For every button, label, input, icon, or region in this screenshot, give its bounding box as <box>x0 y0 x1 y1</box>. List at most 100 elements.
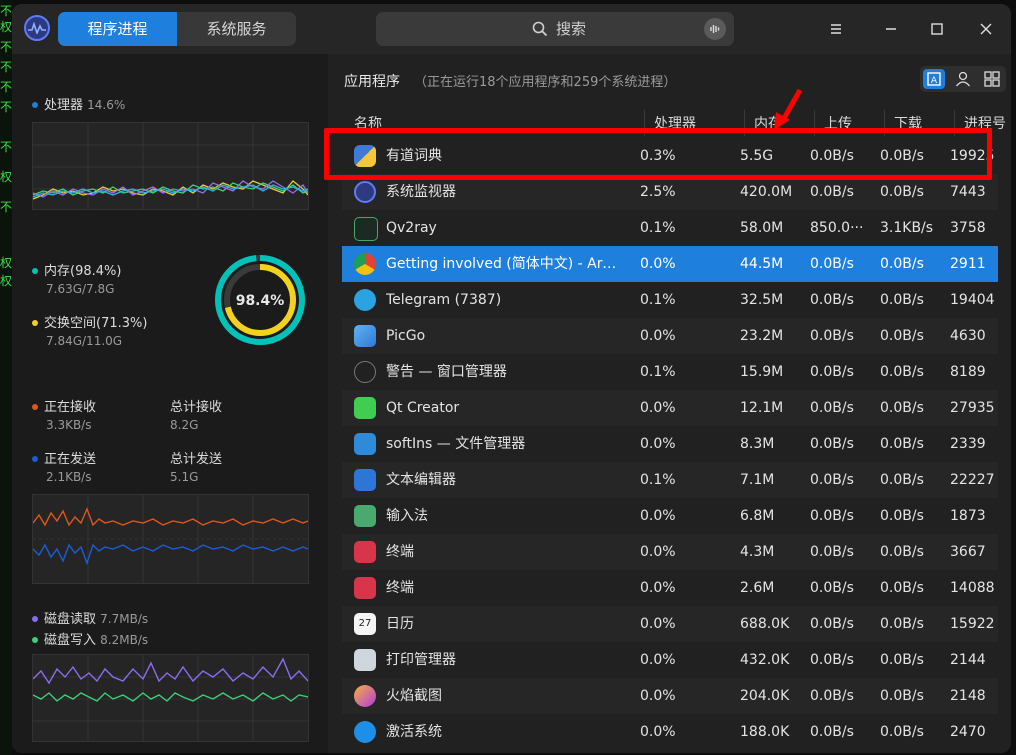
table-row[interactable]: 终端 0.0% 4.3M 0.0B/s 0.0B/s 3667 <box>342 534 998 570</box>
system-monitor-icon <box>354 181 376 203</box>
process-upload: 0.0B/s <box>810 472 854 488</box>
process-memory: 688.0K <box>740 616 790 632</box>
table-row[interactable]: 警告 — 窗口管理器 0.1% 15.9M 0.0B/s 0.0B/s 8189 <box>342 354 998 390</box>
network-graph <box>32 494 309 584</box>
process-name: 火焰截图 <box>386 688 442 704</box>
process-upload: 0.0B/s <box>810 184 854 200</box>
section-title: 应用程序 <box>344 74 400 90</box>
table-row[interactable]: softIns — 文件管理器 0.0% 8.3M 0.0B/s 0.0B/s 2339 <box>342 426 998 462</box>
process-cpu: 0.0% <box>640 400 676 416</box>
table-row[interactable]: Qt Creator 0.0% 12.1M 0.0B/s 0.0B/s 27935 <box>342 390 998 426</box>
process-upload: 0.0B/s <box>810 364 854 380</box>
process-name: 输入法 <box>386 508 428 524</box>
process-cpu: 0.1% <box>640 472 676 488</box>
process-upload: 0.0B/s <box>810 580 854 596</box>
disk-write-dot <box>32 636 38 643</box>
tab-processes[interactable]: 程序进程 <box>58 12 177 46</box>
tree-view-button[interactable] <box>981 69 1003 89</box>
process-cpu: 0.0% <box>640 724 676 740</box>
process-download: 0.0B/s <box>880 256 924 272</box>
process-pid: 1873 <box>950 508 986 524</box>
view-switcher: A <box>920 66 1006 92</box>
table-row[interactable]: 系统监视器 2.5% 420.0M 0.0B/s 0.0B/s 7443 <box>342 174 998 210</box>
process-pid: 3667 <box>950 544 986 560</box>
send-label: 正在发送 <box>32 448 96 467</box>
send-dot <box>32 455 38 462</box>
process-memory: 420.0M <box>740 184 793 200</box>
process-download: 0.0B/s <box>880 580 924 596</box>
process-download: 0.0B/s <box>880 328 924 344</box>
table-row[interactable]: 文本编辑器 0.1% 7.1M 0.0B/s 0.0B/s 22227 <box>342 462 998 498</box>
desktop-edge: 不权不 不不不 不权不 权权 <box>0 0 12 755</box>
process-upload: 0.0B/s <box>810 616 854 632</box>
process-cpu: 2.5% <box>640 184 676 200</box>
qt-creator-icon <box>354 397 376 419</box>
process-pid: 2470 <box>950 724 986 740</box>
minimize-button[interactable] <box>878 16 904 42</box>
process-panel: 应用程序 （正在运行18个应用程序和259个系统进程） A 名称 处理器 内存 … <box>328 54 1011 753</box>
process-pid: 22227 <box>950 472 995 488</box>
send-value: 2.1KB/s <box>46 470 92 484</box>
text-editor-icon <box>354 469 376 491</box>
table-row[interactable]: PicGo 0.0% 23.2M 0.0B/s 0.0B/s 4630 <box>342 318 998 354</box>
recv-dot <box>32 403 38 410</box>
table-row[interactable]: Getting involved (简体中文) - Arch··· 0.0% 44.… <box>342 246 998 282</box>
process-memory: 58.0M <box>740 220 784 236</box>
search-icon <box>532 21 548 37</box>
recv-label: 正在接收 <box>32 396 96 415</box>
voice-input-icon[interactable] <box>704 18 726 40</box>
memory-gauge-label: 98.4% <box>236 293 285 309</box>
table-row[interactable]: 火焰截图 0.0% 204.0K 0.0B/s 0.0B/s 2148 <box>342 678 998 714</box>
menu-icon <box>831 24 841 34</box>
app-view-icon: A <box>927 72 941 86</box>
table-row[interactable]: Telegram (7387) 0.1% 32.5M 0.0B/s 0.0B/s 1940… <box>342 282 998 318</box>
swap-detail: 7.84G/11.0G <box>46 334 123 348</box>
process-upload: 0.0B/s <box>810 508 854 524</box>
table-row[interactable]: 输入法 0.0% 6.8M 0.0B/s 0.0B/s 1873 <box>342 498 998 534</box>
swap-dot <box>32 319 38 326</box>
process-cpu: 0.0% <box>640 652 676 668</box>
total-recv-value: 8.2G <box>170 418 199 432</box>
maximize-button[interactable] <box>924 16 950 42</box>
close-button[interactable] <box>973 16 999 42</box>
terminal-icon <box>354 541 376 563</box>
process-download: 0.0B/s <box>880 544 924 560</box>
title-bar: 程序进程 系统服务 搜索 <box>12 4 1011 54</box>
process-cpu: 0.0% <box>640 688 676 704</box>
process-download: 3.1KB/s <box>880 220 934 236</box>
total-send-label: 总计发送 <box>170 452 223 467</box>
table-row[interactable]: 终端 0.0% 2.6M 0.0B/s 0.0B/s 14088 <box>342 570 998 606</box>
cpu-label: 处理器 14.6% <box>32 94 125 113</box>
user-icon <box>955 71 971 87</box>
table-row[interactable]: 激活系统 0.0% 188.0K 0.0B/s 0.0B/s 2470 <box>342 714 998 750</box>
process-cpu: 0.0% <box>640 508 676 524</box>
telegram-icon <box>354 289 376 311</box>
search-input[interactable]: 搜索 <box>376 12 734 46</box>
process-download: 0.0B/s <box>880 472 924 488</box>
file-manager-icon <box>354 433 376 455</box>
calendar-icon: 27 <box>354 613 376 635</box>
view-tabs: 程序进程 系统服务 <box>58 12 296 46</box>
table-row[interactable]: 打印管理器 0.0% 432.0K 0.0B/s 0.0B/s 2144 <box>342 642 998 678</box>
process-memory: 5.5G <box>740 148 774 164</box>
menu-button[interactable] <box>823 16 849 42</box>
process-pid: 2148 <box>950 688 986 704</box>
table-row[interactable]: 27 日历 0.0% 688.0K 0.0B/s 0.0B/s 15922 <box>342 606 998 642</box>
process-cpu: 0.3% <box>640 148 676 164</box>
process-upload: 850.0··· <box>810 220 864 236</box>
process-cpu: 0.0% <box>640 328 676 344</box>
process-name: 激活系统 <box>386 724 442 740</box>
table-row[interactable]: 有道词典 0.3% 5.5G 0.0B/s 0.0B/s 19925 <box>342 138 998 174</box>
app-view-button[interactable]: A <box>923 69 945 89</box>
process-download: 0.0B/s <box>880 364 924 380</box>
process-upload: 0.0B/s <box>810 148 854 164</box>
user-view-button[interactable] <box>952 69 974 89</box>
tab-services[interactable]: 系统服务 <box>206 20 267 38</box>
picgo-icon <box>354 325 376 347</box>
table-row[interactable]: Qv2ray 0.1% 58.0M 850.0··· 3.1KB/s 3758 <box>342 210 998 246</box>
printer-icon <box>354 649 376 671</box>
process-cpu: 0.0% <box>640 544 676 560</box>
process-memory: 4.3M <box>740 544 775 560</box>
process-upload: 0.0B/s <box>810 256 854 272</box>
cpu-dot <box>32 101 38 108</box>
